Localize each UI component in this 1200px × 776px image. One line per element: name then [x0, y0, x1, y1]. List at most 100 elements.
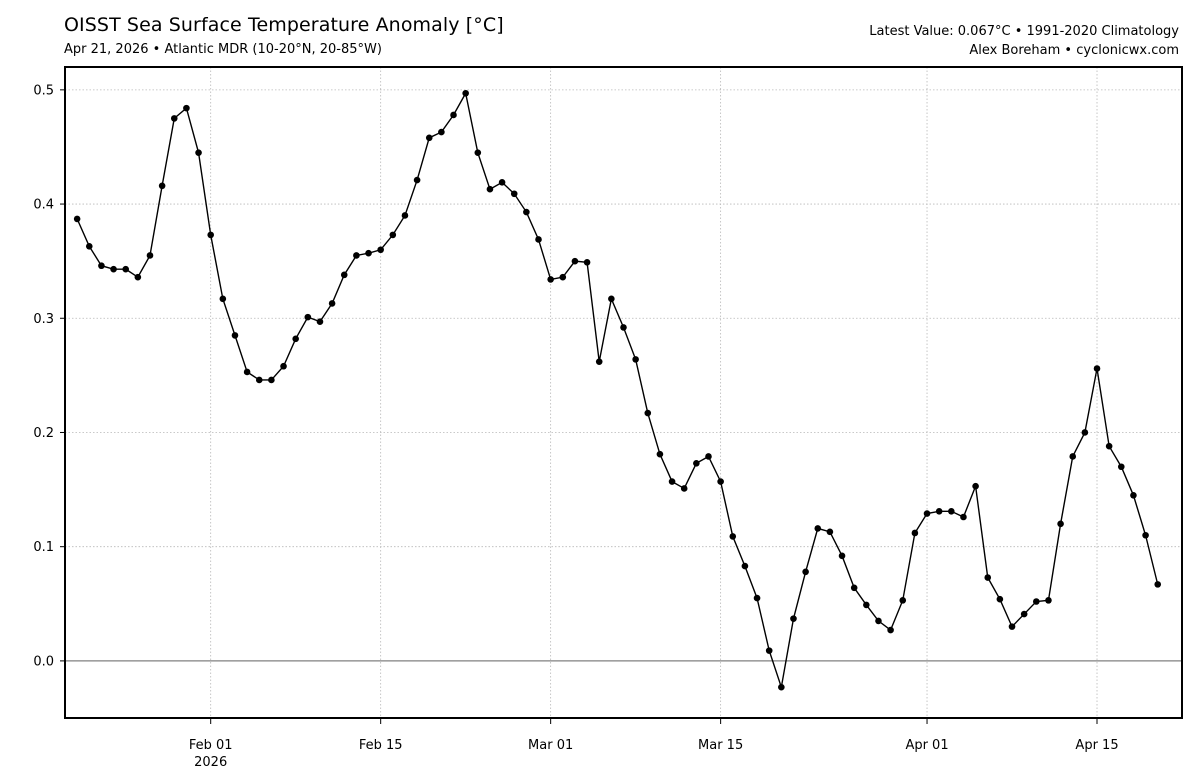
data-point [146, 252, 154, 259]
data-point [183, 104, 190, 112]
data-point [632, 356, 639, 363]
data-points [73, 89, 1162, 691]
data-point [1117, 463, 1125, 471]
data-point [219, 295, 227, 303]
data-point [790, 615, 797, 622]
data-point [693, 460, 700, 467]
data-point [377, 246, 384, 254]
data-point [510, 190, 518, 198]
data-point [899, 597, 907, 604]
data-point [583, 259, 591, 266]
data-point [668, 478, 676, 485]
data-point [255, 376, 263, 384]
data-point [875, 617, 882, 625]
data-point [438, 128, 445, 136]
data-point [960, 513, 967, 521]
data-point [268, 376, 275, 384]
data-point [243, 368, 251, 376]
data-point [134, 273, 142, 281]
x-tick-label: Apr 15 [1075, 738, 1118, 753]
y-tick-label: 0.1 [33, 540, 54, 555]
data-point [292, 335, 299, 343]
data-point [644, 409, 652, 417]
data-point [486, 185, 494, 193]
data-point [850, 584, 858, 592]
y-tick-label: 0.0 [33, 654, 54, 669]
data-point [1033, 598, 1040, 605]
data-point [705, 453, 712, 460]
data-point [753, 594, 761, 602]
y-tick-label: 0.4 [33, 198, 54, 213]
data-point [1057, 520, 1064, 528]
y-tick-label: 0.3 [33, 312, 54, 327]
x-tick-label: Apr 01 [905, 738, 948, 753]
plot-frame [64, 66, 1183, 719]
data-point [401, 212, 409, 219]
data-point [1081, 429, 1089, 436]
data-point [365, 249, 372, 257]
data-point [73, 215, 81, 223]
data-point [170, 115, 178, 122]
data-point [1093, 365, 1101, 372]
data-point [680, 485, 688, 492]
grid [65, 67, 1182, 718]
data-point [316, 318, 324, 325]
data-point [765, 647, 773, 654]
data-point [1130, 491, 1137, 499]
data-point [608, 295, 615, 303]
data-point [935, 507, 943, 515]
data-point [1069, 453, 1077, 460]
data-point [353, 252, 360, 259]
y-tick-label: 0.2 [33, 426, 54, 441]
data-point [620, 324, 627, 331]
data-point [923, 510, 931, 517]
data-point [838, 552, 846, 560]
data-point [413, 176, 421, 184]
data-point [280, 362, 287, 370]
data-point [996, 595, 1004, 603]
data-point [207, 231, 214, 239]
data-point [231, 332, 239, 339]
data-point [656, 450, 664, 458]
x-tick-label: Mar 15 [698, 738, 743, 753]
x-tick-label: Feb 01 [189, 738, 233, 753]
data-point [559, 273, 567, 281]
data-point [122, 265, 130, 273]
data-point [1154, 581, 1162, 588]
data-point [389, 231, 397, 239]
data-point [195, 149, 202, 156]
data-point [729, 533, 737, 540]
data-point [425, 134, 433, 142]
data-point [717, 478, 724, 485]
data-point [1020, 610, 1028, 618]
data-point [1142, 531, 1149, 539]
data-point [863, 601, 870, 609]
data-point [571, 257, 579, 265]
data-point [595, 358, 603, 365]
x-tick-sublabel: 2026 [194, 755, 227, 770]
data-point [462, 89, 469, 97]
data-point [474, 149, 482, 156]
data-point [984, 574, 992, 581]
data-point [948, 507, 955, 515]
data-point [498, 179, 506, 186]
data-point [826, 528, 834, 536]
data-point [85, 243, 93, 250]
y-axis: 0.0 0.1 0.2 0.3 0.4 0.5 [33, 83, 65, 669]
data-point [304, 313, 312, 321]
chart-subtitle: Apr 21, 2026 • Atlantic MDR (10-20°N, 20… [64, 42, 382, 57]
chart-title: OISST Sea Surface Temperature Anomaly [°… [64, 14, 504, 36]
data-point [802, 568, 809, 576]
data-point [972, 482, 979, 490]
data-point [535, 236, 542, 243]
data-point [887, 626, 894, 634]
data-point [911, 529, 919, 537]
latest-value-info: Latest Value: 0.067°C • 1991-2020 Climat… [869, 24, 1179, 39]
data-point [340, 271, 348, 279]
data-point [523, 208, 530, 216]
x-tick-label: Feb 15 [359, 738, 403, 753]
data-point [1105, 442, 1113, 450]
data-point [741, 562, 749, 570]
data-point [158, 182, 166, 190]
